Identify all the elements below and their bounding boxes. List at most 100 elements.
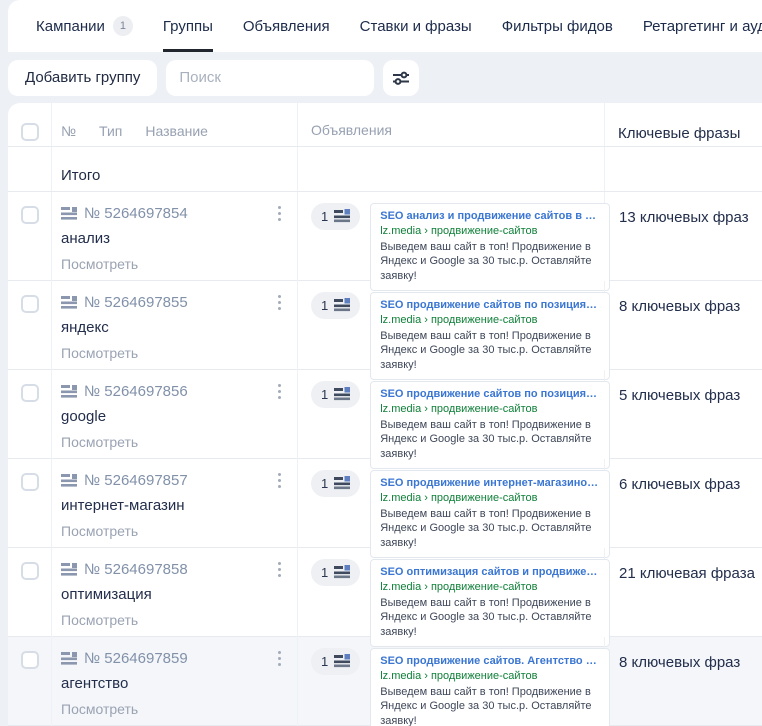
keywords-count: 8 ключевых фраз (619, 298, 741, 315)
group-number: № 5264697859 (84, 650, 188, 667)
ad-title[interactable]: SEO продвижение интернет-магазинов в Янд… (380, 477, 600, 489)
ads-count: 1 (321, 298, 329, 313)
ad-url: lz.media › продвижение-сайтов (380, 403, 538, 415)
view-link[interactable]: Посмотреть (61, 523, 139, 539)
group-number-line: № 5264697854 (61, 205, 289, 222)
sliders-icon (393, 71, 410, 85)
totals-row: Итого (8, 147, 762, 192)
group-number: № 5264697854 (84, 205, 188, 222)
ad-preview-card[interactable]: SEO оптимизация сайтов и продвижение в Я… (370, 559, 611, 647)
kebab-menu-icon[interactable] (278, 295, 281, 310)
group-number-line: № 5264697856 (61, 383, 289, 400)
select-all-checkbox[interactable] (20, 122, 39, 141)
header-name: Название (145, 123, 208, 139)
group-number-line: № 5264697857 (61, 472, 289, 489)
kebab-menu-icon[interactable] (278, 206, 281, 221)
ad-icon (334, 565, 351, 579)
tab-bar: Кампании 1 Группы Объявления Ставки и фр… (8, 0, 762, 52)
tab[interactable]: Фильтры фидов (502, 0, 613, 52)
group-type-icon (61, 206, 77, 220)
ad-title[interactable]: SEO оптимизация сайтов и продвижение в Я… (380, 566, 601, 578)
tab[interactable]: Кампании 1 (36, 0, 133, 52)
ad-text: Выведем ваш сайт в топ! Продвижение в Ян… (380, 330, 592, 371)
row-name-cell: № 5264697856 google Посмотреть (52, 370, 298, 469)
ad-text: Выведем ваш сайт в топ! Продвижение в Ян… (380, 597, 592, 638)
view-link[interactable]: Посмотреть (61, 434, 139, 450)
ad-url: lz.media › продвижение-сайтов (380, 581, 538, 593)
group-number: № 5264697855 (84, 294, 188, 311)
ads-count: 1 (321, 209, 329, 224)
tab-label: Ставки и фразы (359, 17, 472, 35)
group-type-icon (61, 473, 77, 487)
ads-count-badge[interactable]: 1 (311, 470, 361, 497)
groups-table: № Тип Название Объявления Ключевые фразы… (8, 103, 762, 726)
view-link[interactable]: Посмотреть (61, 345, 139, 361)
tab-label: Фильтры фидов (501, 17, 613, 35)
row-keywords-cell: 21 ключевая фраза (605, 548, 762, 647)
table-row: № 5264697855 яндекс Посмотреть 1 SEO про… (8, 281, 762, 380)
row-keywords-cell: 5 ключевых фраз (605, 370, 762, 469)
row-keywords-cell: 13 ключевых фраз (605, 192, 762, 291)
row-name-cell: № 5264697854 анализ Посмотреть (52, 192, 298, 291)
tab[interactable]: Объявления (243, 0, 330, 52)
row-ads-cell: 1 SEO оптимизация сайтов и продвижение в… (298, 548, 611, 647)
view-link[interactable]: Посмотреть (61, 701, 139, 717)
ad-title[interactable]: SEO продвижение сайтов по позициям в Янд… (380, 299, 600, 311)
ad-title[interactable]: SEO анализ и продвижение сайтов в Яндекс… (380, 210, 600, 222)
row-ads-cell: 1 SEO продвижение сайтов по позициям в Я… (298, 281, 611, 380)
tab-label: Объявления (242, 17, 330, 35)
ads-count-badge[interactable]: 1 (311, 381, 361, 408)
ads-count: 1 (321, 565, 329, 580)
row-keywords-cell: 8 ключевых фраз (605, 281, 762, 380)
group-number: № 5264697858 (84, 561, 188, 578)
header-ads: Объявления (311, 122, 392, 138)
kebab-menu-icon[interactable] (278, 384, 281, 399)
ads-count-badge[interactable]: 1 (311, 559, 361, 586)
keywords-count: 8 ключевых фраз (619, 654, 741, 671)
row-checkbox[interactable] (20, 295, 39, 313)
filter-button[interactable] (383, 59, 420, 96)
tab-label: Группы (162, 17, 213, 35)
view-link[interactable]: Посмотреть (61, 256, 139, 272)
ad-preview-card[interactable]: SEO продвижение сайтов. Агентство с бути… (370, 648, 611, 726)
ads-count-badge[interactable]: 1 (311, 292, 361, 319)
group-name: оптимизация (61, 586, 152, 603)
row-checkbox[interactable] (20, 562, 39, 580)
tab[interactable]: Ставки и фразы (360, 0, 472, 52)
row-name-cell: № 5264697857 интернет-магазин Посмотреть (52, 459, 298, 558)
row-keywords-cell: 6 ключевых фраз (605, 459, 762, 558)
group-number-line: № 5264697858 (61, 561, 289, 578)
kebab-menu-icon[interactable] (278, 473, 281, 488)
ad-preview-card[interactable]: SEO продвижение сайтов по позициям в Янд… (370, 292, 611, 380)
ad-preview-card[interactable]: SEO анализ и продвижение сайтов в Яндекс… (370, 203, 611, 291)
row-checkbox[interactable] (20, 384, 39, 402)
search-input[interactable] (166, 59, 375, 96)
ad-icon (334, 209, 351, 223)
group-number: № 5264697857 (84, 472, 188, 489)
ad-title[interactable]: SEO продвижение сайтов по позициям в Goo… (380, 388, 600, 400)
group-name: анализ (61, 230, 110, 247)
ad-icon (334, 476, 351, 490)
ad-preview-card[interactable]: SEO продвижение интернет-магазинов в Янд… (370, 470, 611, 558)
ad-title[interactable]: SEO продвижение сайтов. Агентство с бути… (380, 655, 600, 667)
row-checkbox-cell (8, 548, 52, 647)
kebab-menu-icon[interactable] (278, 651, 281, 666)
row-checkbox[interactable] (20, 206, 39, 224)
tab[interactable]: Ретаргетинг и аудитории (643, 0, 762, 52)
group-number: № 5264697856 (84, 383, 188, 400)
ad-preview-card[interactable]: SEO продвижение сайтов по позициям в Goo… (370, 381, 611, 469)
view-link[interactable]: Посмотреть (61, 612, 139, 628)
ads-count-badge[interactable]: 1 (311, 648, 361, 675)
kebab-menu-icon[interactable] (278, 562, 281, 577)
tab[interactable]: Группы (162, 0, 213, 52)
row-checkbox[interactable] (20, 473, 39, 491)
totals-keywords-cell (605, 147, 762, 191)
add-group-button[interactable]: Добавить группу (8, 59, 158, 96)
row-checkbox-cell (8, 281, 52, 380)
ads-count: 1 (321, 654, 329, 669)
ads-count-badge[interactable]: 1 (311, 203, 361, 230)
row-name-cell: № 5264697859 агентство Посмотреть (52, 637, 298, 726)
totals-label-cell: Итого (52, 147, 298, 191)
row-checkbox[interactable] (20, 651, 39, 669)
header-type: Тип (99, 123, 123, 139)
